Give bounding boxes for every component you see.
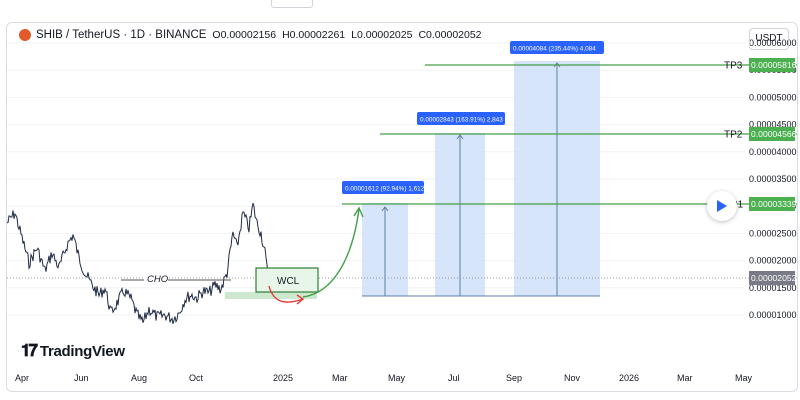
price-axis-label: 0.00002000 (749, 256, 797, 266)
current-price-badge (749, 271, 795, 285)
symbol-title: SHIB / TetherUS · 1D · BINANCE (36, 29, 207, 41)
shib-logo-icon (19, 29, 31, 41)
time-axis-label: Mar (332, 373, 348, 383)
tp2-info-label (417, 112, 505, 125)
tp2-info-text: 0.00002843 (163.91%) 2,843 (420, 117, 503, 124)
ohlc-low: L0.00002025 (351, 29, 413, 41)
price-axis-label: 0.00001000 (749, 310, 797, 320)
cho-label: CHO (147, 274, 169, 285)
breakout-arrow (302, 208, 360, 298)
time-axis-label: Jul (448, 373, 460, 383)
price-axis-label: 0.00002500 (749, 228, 797, 238)
time-axis-label: Jun (74, 373, 89, 383)
current-price-text: 0.00002052 (751, 273, 797, 283)
time-axis: Apr Jun Aug Oct 2025 Mar May Jul Sep Nov 2026 Mar Ma… (15, 373, 753, 383)
tradingview-logo: 𝟏𝟕 TradingView (21, 341, 125, 361)
price-series-line (7, 202, 270, 325)
wcl-label: WCL (277, 276, 300, 287)
dip-arrow (268, 285, 304, 303)
p1-info-text: 0.00001612 (92.94%) 1,612 (345, 186, 425, 193)
tp2-measure-arrow (456, 134, 464, 140)
time-axis-label: Oct (189, 373, 204, 383)
top-strip (0, 0, 800, 10)
tp2-price-text: 0.00004566 (751, 129, 797, 139)
price-axis-label: 0.00004500 (749, 120, 797, 130)
ohlc-high: H0.00002261 (282, 29, 346, 41)
tp3-price-badge (749, 58, 795, 72)
p1-tag: P1 (731, 200, 744, 211)
time-axis-label: Sep (506, 373, 522, 383)
ohlc-open: O0.00002156 (212, 29, 277, 41)
top-strip-input[interactable] (271, 0, 313, 8)
p1-info-label (342, 181, 424, 194)
price-axis-label: 0.00003500 (749, 174, 797, 184)
time-axis-label: Apr (15, 373, 29, 383)
time-axis-label: May (735, 373, 753, 383)
price-axis-label: 0.00004000 (749, 147, 797, 157)
time-axis-label: May (388, 373, 406, 383)
dip-arrow-head (296, 294, 305, 305)
price-chart[interactable]: CHO WCL 0.00001612 (92.94%) 1,612 0.0000… (7, 23, 797, 391)
time-axis-label: Aug (131, 373, 147, 383)
tp2-tag: TP2 (724, 130, 743, 141)
tp3-price-text: 0.00005816 (751, 60, 797, 70)
ohlc-close: C0.00002052 (418, 29, 482, 41)
tradingview-brand: TradingView (39, 342, 125, 360)
wcl-box (255, 267, 319, 293)
tp2-price-badge (749, 127, 795, 141)
play-icon (717, 200, 727, 212)
price-axis-label: 0.00005000 (749, 92, 797, 102)
tp3-measure-arrow (553, 62, 561, 68)
time-axis-label: Mar (677, 373, 693, 383)
tradingview-mark-icon: 𝟏𝟕 (21, 341, 38, 360)
price-axis-label: 0.00001500 (749, 283, 797, 293)
breakout-arrow-head (353, 206, 364, 218)
p1-price-text: 0.00003339 (751, 199, 797, 209)
price-axis-label: 0.00006000 (749, 38, 797, 48)
p1-measure-arrow (381, 206, 389, 212)
wcl-zone (225, 292, 317, 299)
currency-button[interactable]: USDT (749, 28, 789, 50)
time-axis-label: 2026 (619, 373, 639, 383)
time-axis-label: Nov (564, 373, 581, 383)
tp3-tag: TP3 (724, 61, 743, 72)
p1-price-badge (749, 197, 795, 211)
tp3-info-text: 0.00004084 (235.44%) 4,084 (513, 46, 596, 53)
chart-widget[interactable]: CHO WCL 0.00001612 (92.94%) 1,612 0.0000… (6, 22, 798, 392)
time-axis-label: 2025 (273, 373, 293, 383)
symbol-header[interactable]: SHIB / TetherUS · 1D · BINANCE O0.000021… (19, 29, 482, 41)
tp3-info-label (510, 41, 604, 54)
play-button[interactable] (707, 191, 737, 221)
